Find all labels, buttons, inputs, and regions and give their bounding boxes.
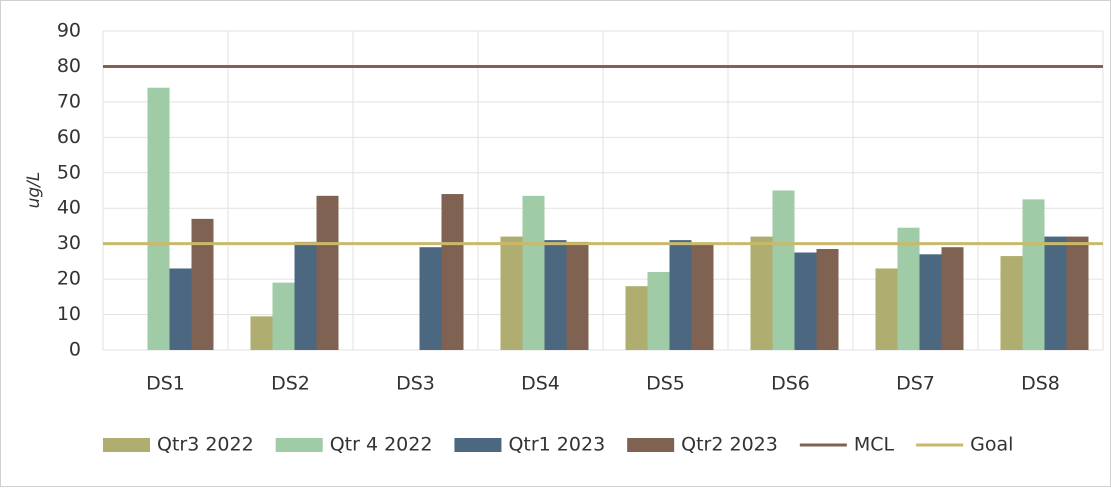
y-tick-label: 0 (69, 339, 81, 361)
legend-label: Qtr 4 2022 (330, 434, 433, 456)
legend-label: Qtr3 2022 (157, 434, 254, 456)
x-tick-label: DS8 (1021, 373, 1060, 395)
x-tick-label: DS7 (896, 373, 935, 395)
bar (419, 247, 442, 350)
bar (500, 236, 523, 350)
bar (522, 195, 545, 350)
bar (316, 195, 339, 350)
y-tick-label: 70 (57, 90, 81, 112)
bar (1000, 256, 1023, 350)
bar (816, 248, 839, 350)
bar (191, 218, 214, 350)
bar (147, 87, 170, 350)
y-tick-label: 40 (57, 197, 81, 219)
y-tick-label: 30 (57, 232, 81, 254)
bar (794, 252, 817, 350)
bar (1066, 236, 1089, 350)
bar (772, 190, 795, 350)
bar (441, 194, 464, 350)
bar (250, 316, 273, 350)
bar (669, 240, 692, 350)
legend-swatch (275, 438, 323, 452)
legend-swatch (454, 438, 502, 452)
bar (1022, 199, 1045, 350)
legend-swatch (627, 438, 675, 452)
legend-swatch (103, 438, 150, 452)
bar (544, 240, 567, 350)
bar (875, 268, 898, 350)
y-tick-label: 50 (57, 161, 81, 183)
x-tick-label: DS3 (396, 373, 435, 395)
bar (625, 286, 648, 350)
bar (272, 282, 295, 350)
x-tick-label: DS4 (521, 373, 560, 395)
bar (169, 268, 192, 350)
x-tick-label: DS1 (146, 373, 185, 395)
bar (941, 247, 964, 350)
y-tick-label: 80 (57, 55, 81, 77)
bar (691, 243, 714, 350)
bar (294, 241, 317, 350)
bar (897, 227, 920, 350)
y-axis-label: ug/L (24, 172, 44, 209)
legend-label: Qtr1 2023 (508, 434, 605, 456)
y-tick-label: 10 (57, 303, 81, 325)
bar (647, 272, 670, 350)
bar (750, 236, 773, 350)
legend-label: Qtr2 2023 (681, 434, 778, 456)
bar (919, 254, 942, 350)
bar (1044, 236, 1067, 350)
legend-label: Goal (970, 434, 1013, 456)
x-tick-label: DS5 (646, 373, 685, 395)
y-tick-label: 60 (57, 126, 81, 148)
bar (566, 241, 589, 350)
y-tick-label: 90 (57, 20, 81, 42)
legend-label: MCL (854, 434, 895, 456)
x-tick-label: DS6 (771, 373, 810, 395)
y-tick-label: 20 (57, 268, 81, 290)
x-tick-label: DS2 (271, 373, 310, 395)
